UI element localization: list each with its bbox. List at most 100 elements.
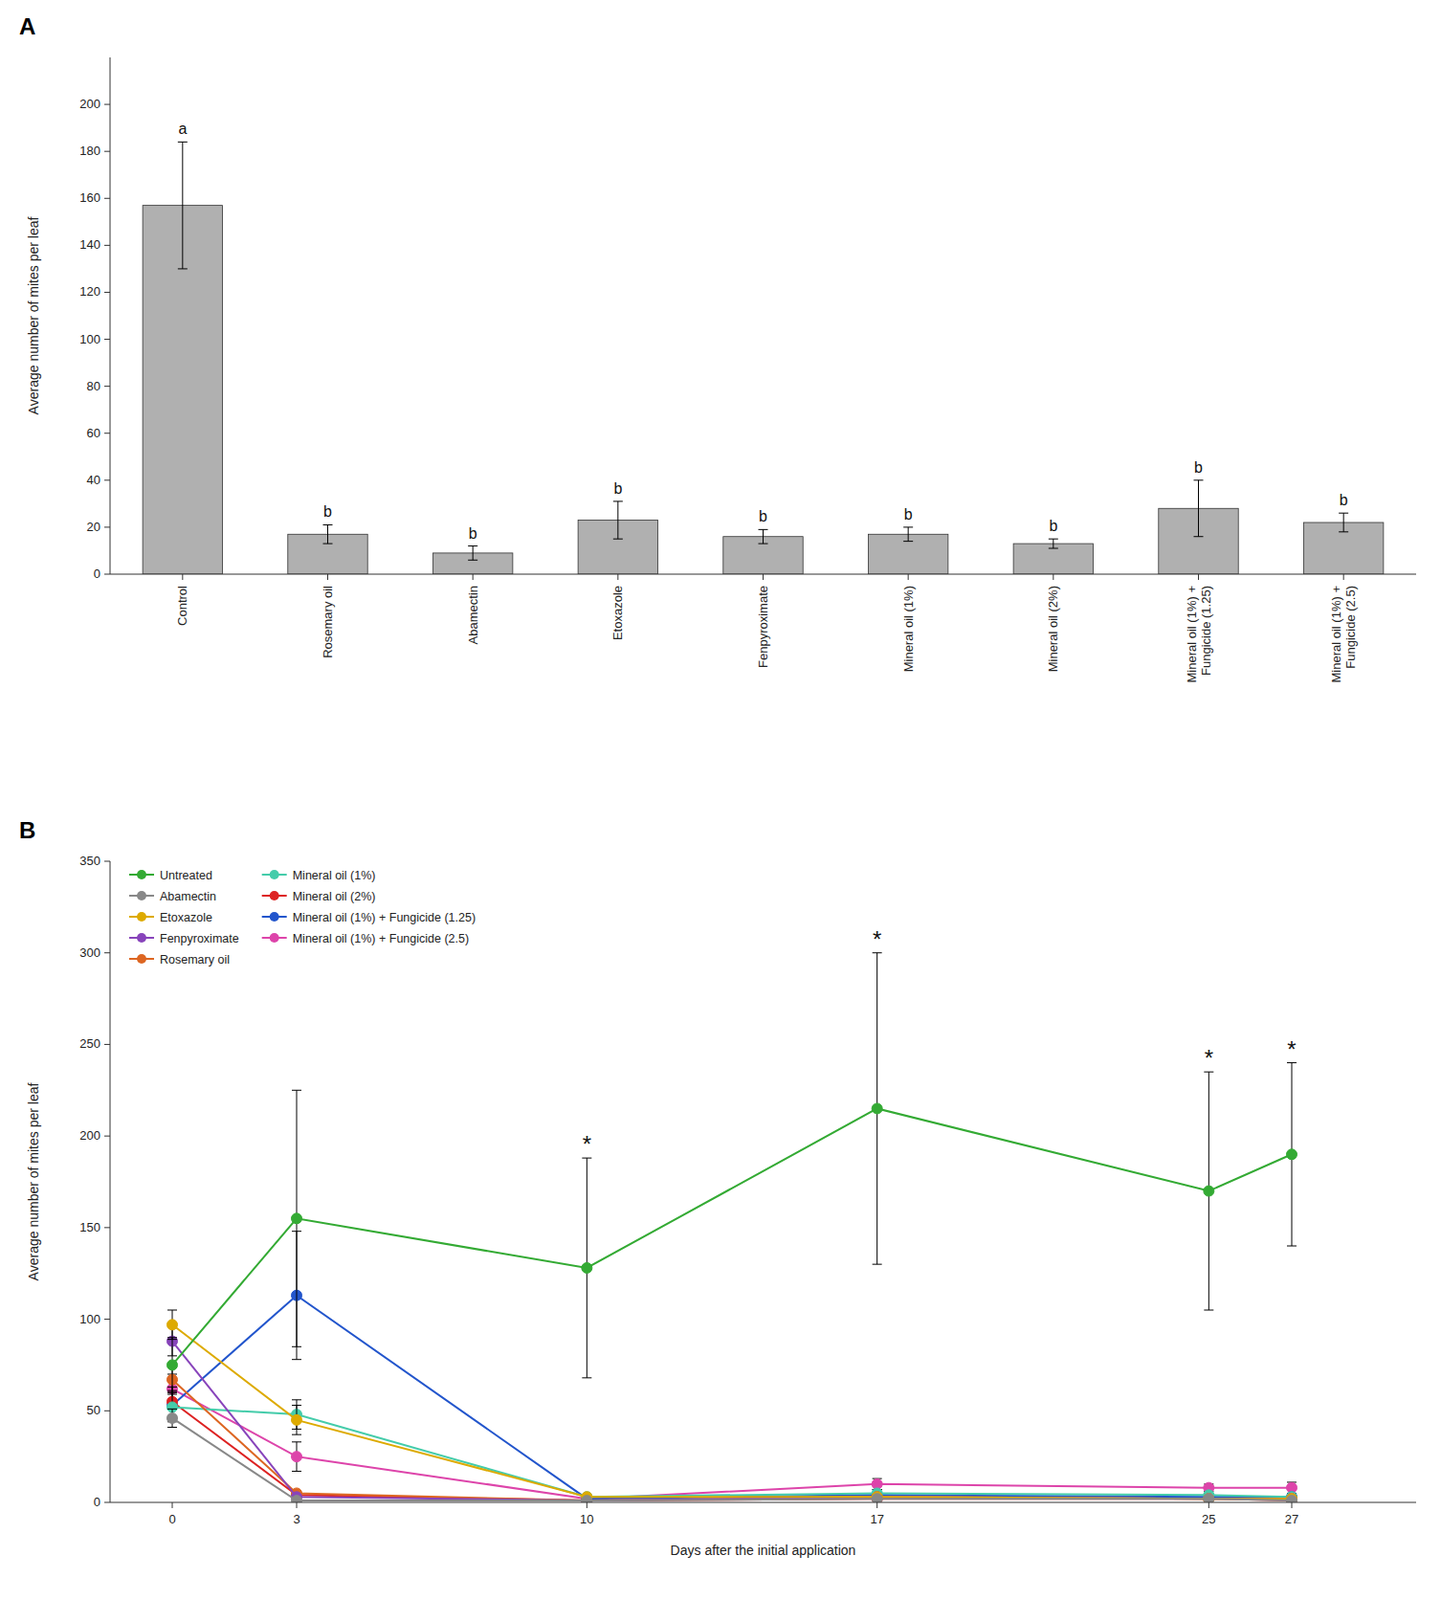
tick — [104, 385, 111, 387]
legend-item: Mineral oil (1%) + Fungicide (2.5) — [262, 931, 469, 946]
tick-label: 100 — [79, 332, 101, 347]
legend-label: Abamectin — [159, 889, 217, 904]
error-cap — [291, 1441, 302, 1442]
line — [172, 1379, 1292, 1501]
error-cap — [167, 1392, 178, 1394]
error-cap — [167, 1408, 178, 1410]
error-stem — [1343, 512, 1345, 533]
tick — [104, 952, 111, 954]
tick-label: 27 — [1285, 1511, 1299, 1527]
error-cap — [903, 526, 913, 528]
line — [172, 1388, 1292, 1499]
figure: A020406080100120140160180200Average numb… — [0, 0, 1441, 1600]
annotation: b — [323, 503, 333, 520]
tick — [104, 1318, 111, 1320]
tick-label-line: Mineral oil (1%) + — [1184, 585, 1199, 684]
annotation: * — [1286, 1036, 1296, 1063]
error-cap — [167, 1394, 178, 1396]
series — [167, 1374, 1298, 1503]
error-cap — [613, 538, 623, 540]
error-bar — [323, 524, 333, 544]
tick — [104, 198, 111, 200]
error-cap — [177, 267, 188, 269]
tick — [876, 1502, 878, 1508]
marker — [167, 1359, 178, 1371]
marker — [581, 1495, 593, 1503]
tick — [104, 1043, 111, 1045]
error-bar — [291, 1405, 302, 1436]
error-stem — [617, 501, 619, 539]
tick — [104, 479, 111, 481]
error-bar — [1338, 512, 1349, 533]
tick-label: Abamectin — [465, 585, 481, 644]
marker — [291, 1414, 303, 1425]
series — [167, 1309, 1298, 1503]
bars — [142, 141, 1384, 575]
tick-label: 17 — [869, 1511, 884, 1527]
tick — [1208, 1502, 1210, 1508]
tick — [104, 861, 111, 863]
error-cap — [581, 1157, 592, 1159]
marker — [1203, 1493, 1215, 1503]
tick-label: 80 — [87, 378, 101, 394]
tick — [1197, 574, 1199, 580]
tick — [104, 526, 111, 528]
tick-label-line: Mineral oil (2%) — [1045, 585, 1061, 672]
tick — [104, 574, 111, 576]
marker — [581, 1262, 593, 1273]
marker — [291, 1213, 303, 1224]
error-bar — [467, 546, 478, 561]
legend-marker — [269, 932, 280, 943]
tick-label: 0 — [93, 1494, 101, 1509]
error-bar — [613, 501, 623, 539]
tick-label: Mineral oil (1%) — [901, 585, 916, 672]
tick — [104, 244, 111, 246]
error-cap — [291, 1358, 302, 1360]
bar — [1013, 543, 1093, 575]
tick-label: Mineral oil (2%) — [1045, 585, 1061, 672]
error-cap — [167, 1392, 178, 1394]
error-bar — [1048, 538, 1059, 549]
error-bar — [177, 141, 188, 269]
axis-label: Average number of mites per leaf — [25, 217, 42, 416]
annotation: b — [758, 508, 768, 525]
error-stem — [181, 141, 183, 269]
tick — [908, 574, 909, 580]
tick-label: Mineral oil (1%) +Fungicide (1.25) — [1184, 585, 1214, 684]
tick-label: 10 — [579, 1511, 594, 1527]
legend-label: Mineral oil (1%) + Fungicide (1.25) — [292, 910, 476, 925]
error-stem — [1052, 538, 1054, 549]
tick-label: Fenpyroximate — [755, 585, 771, 668]
error-cap — [291, 1470, 302, 1472]
line — [172, 1108, 1292, 1365]
background — [0, 0, 1441, 1600]
tick-label: 100 — [79, 1311, 101, 1327]
tick — [181, 574, 183, 580]
legend-marker — [269, 869, 280, 880]
legend-item: Abamectin — [129, 889, 217, 904]
error-cap — [291, 1434, 302, 1436]
error-bar — [167, 1408, 178, 1427]
marker — [581, 1495, 593, 1503]
tick-label-line: Abamectin — [465, 585, 481, 644]
error-bar — [1203, 1071, 1214, 1310]
legend: UntreatedAbamectinEtoxazoleFenpyroximate… — [123, 862, 482, 972]
panel-b: B0501001502002503003500310172527Days aft… — [19, 817, 1417, 1558]
error-cap — [1286, 1245, 1297, 1247]
marker — [1203, 1493, 1215, 1503]
tick — [104, 338, 111, 340]
tick-label: 20 — [87, 519, 101, 534]
tick-label: Mineral oil (1%) +Fungicide (2.5) — [1329, 585, 1358, 684]
error-bar — [903, 527, 913, 542]
legend-item: Mineral oil (1%) — [262, 868, 377, 883]
tick-label: 200 — [79, 96, 101, 111]
error-cap — [1203, 1309, 1214, 1311]
annotation: b — [613, 480, 622, 497]
legend-label: Etoxazole — [159, 910, 213, 925]
legend-marker — [136, 890, 147, 901]
tick-label: 120 — [79, 284, 101, 299]
series-group — [167, 953, 1298, 1503]
line — [172, 1295, 1292, 1499]
tick — [104, 291, 111, 293]
series — [167, 1386, 1298, 1503]
